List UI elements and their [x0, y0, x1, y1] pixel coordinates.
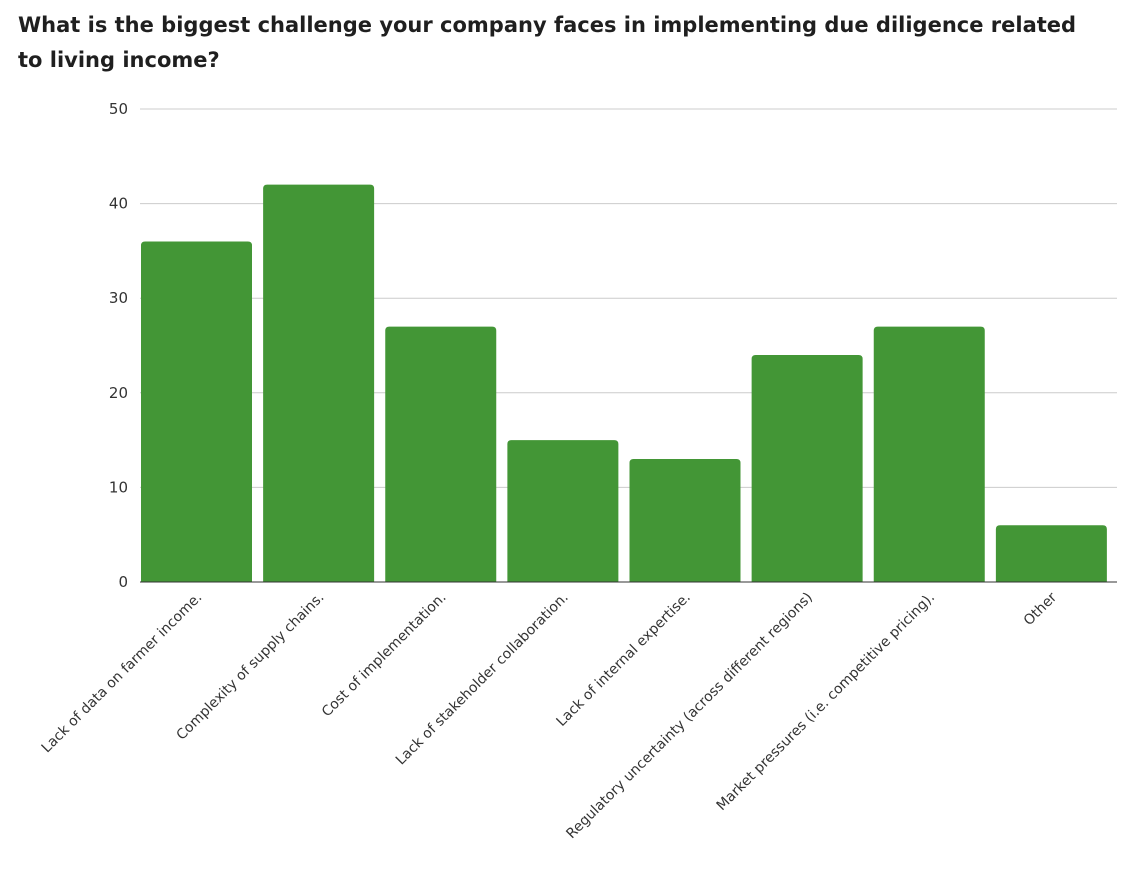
bar [751, 354, 863, 582]
x-tick-label: Lack of internal expertise. [554, 590, 694, 730]
y-tick-label: 30 [109, 289, 128, 307]
x-axis-tick-labels: Lack of data on farmer income.Complexity… [39, 589, 1061, 842]
y-axis-tick-labels: 0 10 20 30 40 50 [109, 100, 128, 591]
bar [141, 241, 252, 582]
y-tick-label: 10 [109, 478, 128, 496]
bar [263, 184, 375, 582]
y-tick-label: 40 [109, 195, 128, 213]
x-tick-label: Market pressures (i.e. competitive prici… [714, 590, 938, 814]
x-tick-label: Cost of implementation. [319, 590, 450, 721]
y-tick-label: 0 [118, 573, 128, 591]
y-tick-label: 50 [109, 100, 128, 118]
bar [995, 525, 1107, 582]
y-tick-label: 20 [109, 384, 128, 402]
x-tick-label: Complexity of supply chains. [174, 590, 328, 744]
x-tick-label: Regulatory uncertainty (across different… [563, 590, 816, 843]
bar [385, 326, 497, 582]
chart-title: What is the biggest challenge your compa… [18, 13, 1077, 72]
x-tick-label: Other [1021, 589, 1061, 629]
bar [629, 459, 741, 582]
bars [141, 184, 1107, 582]
bar [507, 440, 619, 582]
bar [873, 326, 985, 582]
